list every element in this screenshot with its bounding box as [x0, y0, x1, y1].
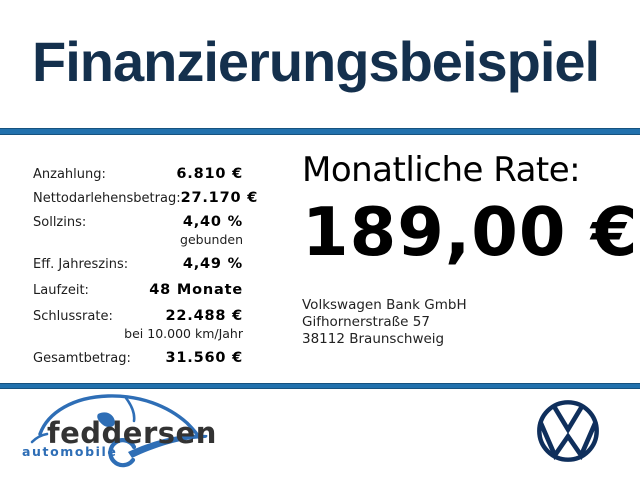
car-swoosh-shape: [128, 434, 208, 458]
bank-city: 38112 Braunschweig: [302, 331, 445, 348]
bank-address: Volkswagen Bank GmbH Gifhornerstraße 57 …: [302, 297, 632, 348]
dealer-logo: feddersen automobile: [18, 390, 223, 482]
car-wheel-icon: [108, 438, 137, 468]
monthly-rate-heading: Monatliche Rate:: [302, 150, 581, 190]
dealer-car-icon: feddersen automobile: [22, 394, 217, 468]
finance-row-laufzeit: Laufzeit: 48 Monate: [33, 282, 243, 299]
finance-row-gesamtbetrag: Gesamtbetrag: 31.560 €: [33, 350, 243, 367]
finance-row-label: Eff. Jahreszins:: [33, 257, 129, 272]
finance-row-label: Sollzins:: [33, 215, 87, 230]
bank-street: Gifhornerstraße 57: [302, 314, 430, 331]
finance-row-label: Gesamtbetrag:: [33, 351, 131, 366]
finance-row-note: gebunden: [180, 232, 243, 247]
bottom-divider: [0, 383, 640, 389]
finance-row-value: 31.560 €: [165, 350, 243, 366]
finance-row-label: Anzahlung:: [33, 167, 106, 182]
finance-row-value: 4,49 %: [182, 256, 243, 272]
finance-row-anzahlung: Anzahlung: 6.810 €: [33, 166, 243, 183]
bank-name: Volkswagen Bank GmbH: [302, 297, 467, 314]
finance-row-value: 6.810 €: [176, 166, 243, 182]
dealer-subtitle: automobile: [22, 444, 118, 459]
finance-table: Anzahlung: 6.810 € Nettodarlehensbetrag:…: [33, 166, 257, 374]
top-divider: [0, 128, 640, 135]
finance-row-schlussrate: Schlussrate: 22.488 €: [33, 308, 243, 325]
finance-row-label: Nettodarlehensbetrag:: [33, 191, 181, 206]
monthly-rate-amount: 189,00 €: [302, 193, 639, 272]
finance-row-note: bei 10.000 km/Jahr: [124, 326, 243, 341]
vw-roundel-icon: [537, 400, 599, 462]
finance-row-value: 22.488 €: [165, 308, 243, 324]
finance-row-sollzins: Sollzins: 4,40 %: [33, 214, 243, 231]
finance-row-value: 48 Monate: [149, 282, 243, 298]
finance-row-value: 4,40 %: [182, 214, 243, 230]
volkswagen-logo: [533, 396, 603, 470]
page-title: Finanzierungsbeispiel: [32, 30, 600, 93]
finance-row-label: Laufzeit:: [33, 283, 89, 298]
car-window-shape: [97, 412, 115, 428]
dealer-name: feddersen: [47, 416, 217, 450]
finance-row-label: Schlussrate:: [33, 309, 113, 324]
finance-row-value: 27.170 €: [180, 190, 259, 206]
finance-row-eff-jahreszins: Eff. Jahreszins: 4,49 %: [33, 256, 243, 273]
finance-row-nettodarlehensbetrag: Nettodarlehensbetrag: 27.170 €: [33, 190, 257, 207]
monthly-rate-panel: Monatliche Rate: 189,00 € Volkswagen Ban…: [302, 150, 639, 348]
